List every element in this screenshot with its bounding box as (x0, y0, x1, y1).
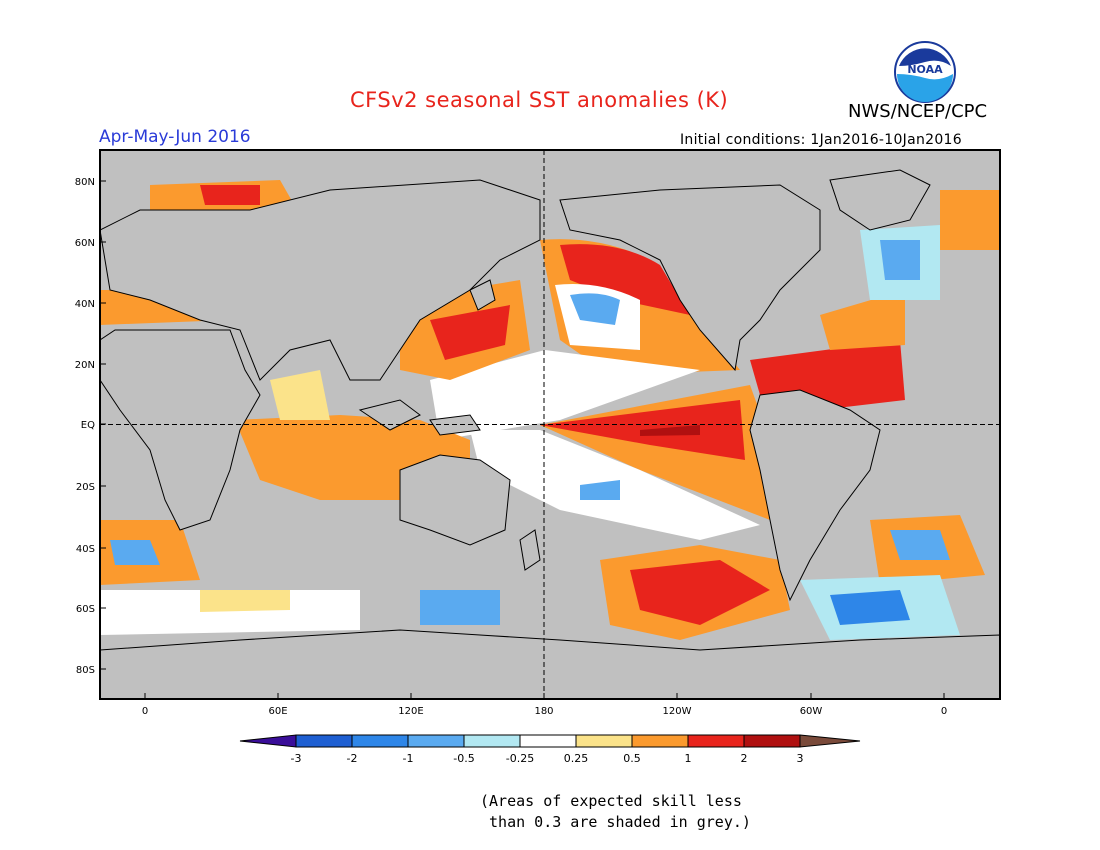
lon-label: 120W (663, 706, 692, 717)
lon-label: 60E (268, 706, 287, 717)
colorbar-label: 0.25 (564, 752, 589, 765)
anomaly-fields (100, 180, 1000, 640)
colorbar-label: 2 (741, 752, 748, 765)
colorbar-label: 3 (797, 752, 804, 765)
colorbar-segment (743, 734, 801, 748)
continents (100, 169, 1000, 699)
skill-note-line1: (Areas of expected skill less (480, 792, 742, 810)
colorbar-segment (407, 734, 465, 748)
lon-label: 0 (941, 706, 947, 717)
forecast-period: Apr-May-Jun 2016 (99, 127, 251, 147)
initial-conditions: Initial conditions: 1Jan2016-10Jan2016 (680, 132, 962, 148)
lat-label: 20S (76, 482, 95, 493)
colorbar-labels: -3 -2 -1 -0.5 -0.25 0.25 0.5 1 2 3 (291, 752, 804, 765)
colorbar-segment (463, 734, 521, 748)
lat-label: 40S (76, 544, 95, 555)
skill-note: (Areas of expected skill less than 0.3 a… (480, 791, 751, 833)
lat-labels: 80N 60N 40N 20N EQ 20S 40S 60S 80S (75, 177, 95, 676)
noaa-logo: NOAA (894, 41, 956, 103)
lat-label: EQ (81, 420, 95, 431)
colorbar-label: -0.5 (453, 752, 474, 765)
lon-label: 0 (142, 706, 148, 717)
lat-label: 80N (75, 177, 95, 188)
logo-text: NOAA (907, 63, 943, 76)
lon-label: 120E (398, 706, 423, 717)
lat-label: 80S (76, 665, 95, 676)
agency-label: NWS/NCEP/CPC (848, 101, 988, 122)
colorbar-segment (575, 734, 633, 748)
colorbar-segment (799, 734, 861, 748)
colorbar-segment (239, 734, 297, 748)
colorbar-label: -1 (403, 752, 414, 765)
colorbar-segment (687, 734, 745, 748)
lon-label: 180 (534, 706, 553, 717)
colorbar-label: 1 (685, 752, 692, 765)
colorbar (239, 734, 861, 748)
colorbar-segment (351, 734, 409, 748)
lon-axis (144, 693, 945, 699)
colorbar-label: -3 (291, 752, 302, 765)
lat-label: 60S (76, 604, 95, 615)
lat-label: 20N (75, 360, 95, 371)
colorbar-label: -2 (347, 752, 358, 765)
colorbar-label: -0.25 (506, 752, 534, 765)
colorbar-segment (631, 734, 689, 748)
colorbar-segment (295, 734, 353, 748)
chart-title: CFSv2 seasonal SST anomalies (K) (350, 88, 729, 112)
colorbar-label: 0.5 (623, 752, 641, 765)
sst-map: 80N 60N 40N 20N EQ 20S 40S 60S 80S 0 60E… (75, 149, 1001, 765)
lat-label: 40N (75, 299, 95, 310)
lat-axis (100, 180, 106, 670)
lat-label: 60N (75, 238, 95, 249)
lon-labels: 0 60E 120E 180 120W 60W 0 (142, 706, 947, 717)
lon-label: 60W (800, 706, 823, 717)
colorbar-segment (519, 734, 577, 748)
skill-note-line2: than 0.3 are shaded in grey.) (480, 813, 751, 831)
